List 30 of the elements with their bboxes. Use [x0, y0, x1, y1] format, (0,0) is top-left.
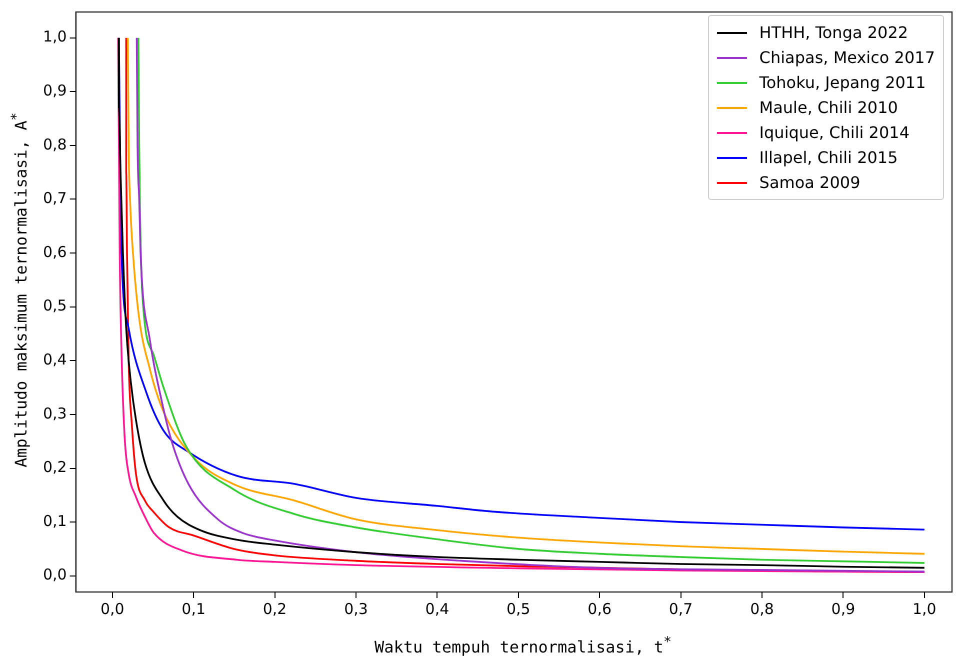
legend-label: Samoa 2009 — [759, 173, 860, 192]
y-tick-label: 0,6 — [42, 242, 67, 261]
y-tick-label: 0,2 — [42, 458, 67, 476]
x-tick-label: 0,9 — [831, 600, 856, 618]
x-tick-label: 0,4 — [425, 600, 450, 618]
legend-label: HTHH, Tonga 2022 — [759, 23, 908, 42]
legend-label: Tohoku, Jepang 2011 — [759, 73, 926, 92]
legend-label: Illapel, Chili 2015 — [759, 148, 898, 167]
legend-label: Maule, Chili 2010 — [759, 98, 898, 117]
x-tick-label: 0,3 — [344, 600, 368, 618]
y-tick-label: 0,4 — [42, 350, 67, 369]
y-tick-label: 0,0 — [42, 566, 67, 584]
y-tick-label: 1,0 — [42, 28, 67, 46]
x-tick-label: 0,2 — [262, 600, 287, 618]
x-tick-label: 0,0 — [100, 600, 124, 618]
legend-label: Chiapas, Mexico 2017 — [759, 48, 935, 67]
y-tick-label: 0,1 — [42, 512, 67, 530]
y-tick-label: 0,7 — [42, 189, 67, 208]
y-tick-label: 0,5 — [42, 296, 67, 315]
x-tick-label: 0,6 — [588, 600, 612, 618]
y-tick-label: 0,3 — [42, 404, 67, 422]
x-axis-title: Waktu tempuh ternormalisasi, t$^{*}$ — [373, 634, 672, 656]
x-tick-label: 0,5 — [506, 600, 530, 618]
y-tick-label: 0,9 — [42, 82, 67, 100]
legend-label: Iquique, Chili 2014 — [759, 123, 910, 142]
x-tick-label: 1,0 — [912, 600, 936, 618]
y-tick-label: 0,8 — [42, 135, 67, 154]
x-tick-label: 0,7 — [668, 600, 693, 618]
x-tick-label: 0,8 — [750, 600, 774, 618]
x-tick-label: 0,1 — [182, 600, 206, 618]
